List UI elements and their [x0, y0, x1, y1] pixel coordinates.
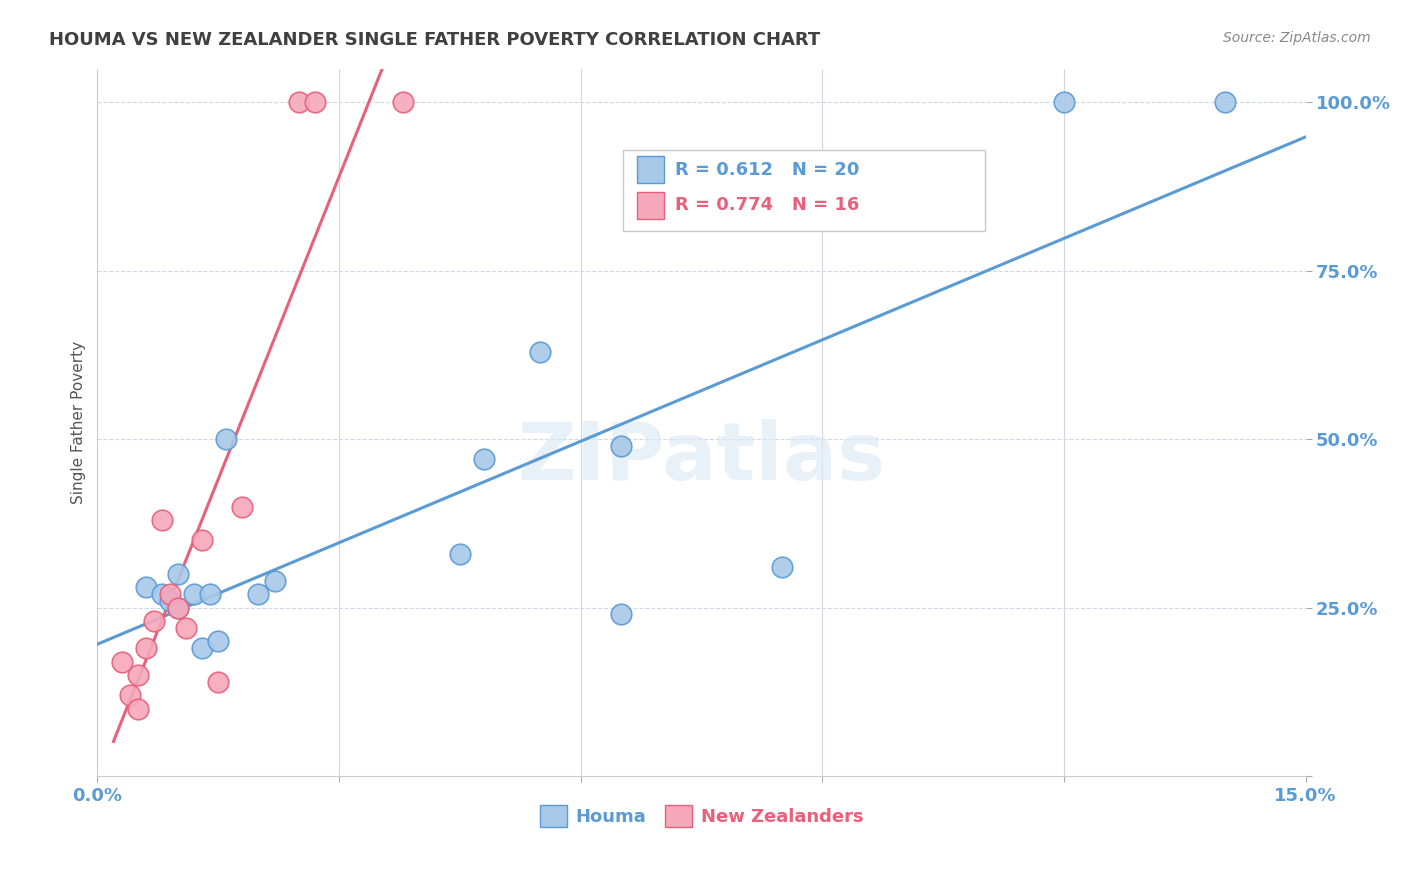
Point	[135, 641, 157, 656]
Point	[110, 655, 132, 669]
Point	[127, 668, 149, 682]
Text: R = 0.612   N = 20: R = 0.612 N = 20	[675, 161, 859, 178]
Point	[247, 587, 270, 601]
Point	[167, 566, 190, 581]
Point	[118, 688, 141, 702]
Legend: Houma, New Zealanders: Houma, New Zealanders	[533, 798, 870, 834]
Point	[287, 95, 309, 110]
Point	[191, 533, 214, 548]
Point	[770, 560, 793, 574]
Point	[610, 607, 633, 622]
Point	[449, 547, 471, 561]
FancyBboxPatch shape	[637, 192, 664, 219]
Point	[610, 439, 633, 453]
Point	[231, 500, 253, 514]
Text: HOUMA VS NEW ZEALANDER SINGLE FATHER POVERTY CORRELATION CHART: HOUMA VS NEW ZEALANDER SINGLE FATHER POV…	[49, 31, 821, 49]
Text: Source: ZipAtlas.com: Source: ZipAtlas.com	[1223, 31, 1371, 45]
Text: ZIPatlas: ZIPatlas	[517, 418, 886, 497]
Point	[392, 95, 415, 110]
Point	[174, 621, 197, 635]
Text: R = 0.774   N = 16: R = 0.774 N = 16	[675, 196, 859, 214]
Point	[304, 95, 326, 110]
Point	[159, 594, 181, 608]
Point	[167, 600, 190, 615]
FancyBboxPatch shape	[637, 156, 664, 183]
Point	[142, 614, 165, 628]
Point	[263, 574, 285, 588]
Point	[1053, 95, 1076, 110]
FancyBboxPatch shape	[623, 150, 986, 231]
Point	[198, 587, 221, 601]
Point	[207, 634, 229, 648]
Point	[215, 432, 238, 446]
Point	[159, 587, 181, 601]
Point	[167, 600, 190, 615]
Point	[150, 587, 173, 601]
Point	[207, 674, 229, 689]
Point	[472, 452, 495, 467]
Point	[127, 702, 149, 716]
Point	[1213, 95, 1236, 110]
Point	[150, 513, 173, 527]
Point	[135, 581, 157, 595]
Point	[191, 641, 214, 656]
Y-axis label: Single Father Poverty: Single Father Poverty	[72, 341, 86, 504]
Point	[529, 344, 551, 359]
Point	[183, 587, 205, 601]
